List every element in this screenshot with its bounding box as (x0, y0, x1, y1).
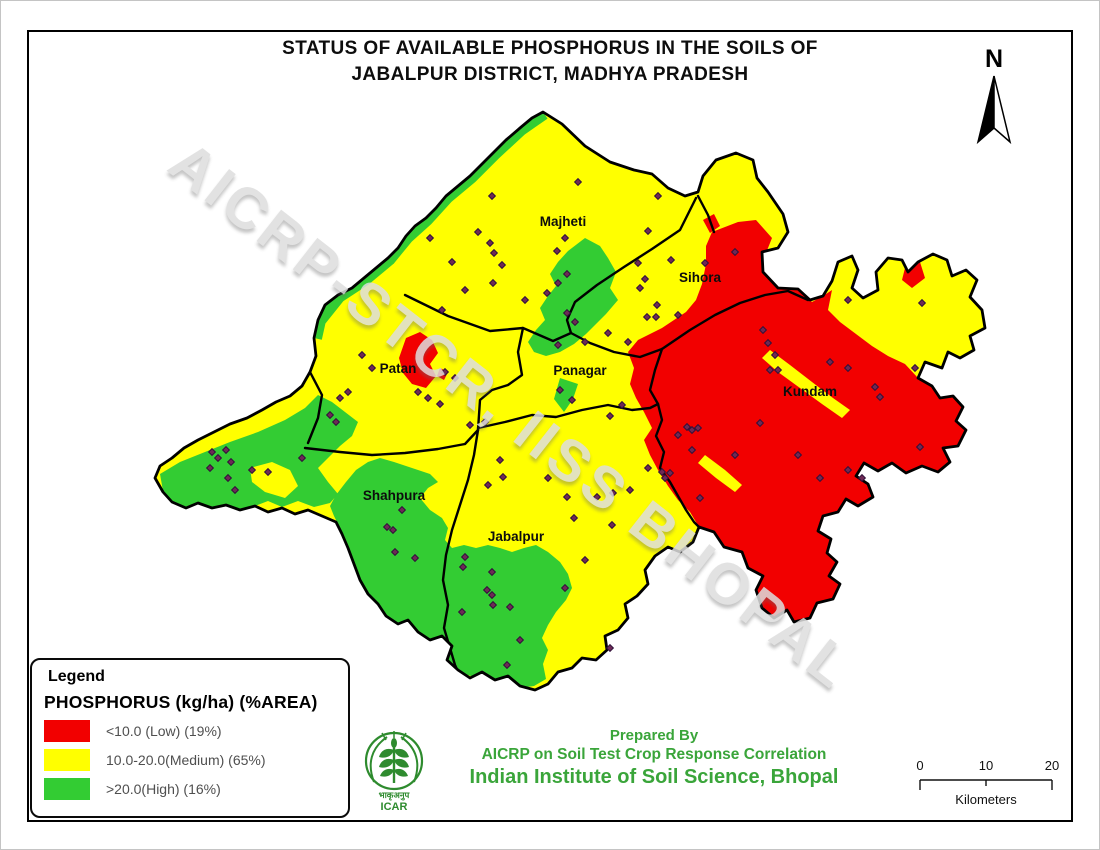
legend-subtitle: PHOSPHORUS (kg/ha) (%AREA) (44, 692, 318, 712)
credits-text: Prepared By AICRP on Soil Test Crop Resp… (428, 726, 880, 789)
credits: भाकृअनुप ICAR Prepared By AICRP on Soil … (362, 726, 880, 814)
legend-item-medium: 10.0-20.0(Medium) (65%) (44, 749, 336, 771)
icar-logo-icon: भाकृअनुप ICAR (364, 731, 424, 813)
legend-swatch-low (44, 720, 90, 742)
region-label-patan: Patan (380, 361, 417, 376)
title-line2: JABALPUR DISTRICT, MADHYA PRADESH (351, 64, 749, 85)
legend-item-high: >20.0(High) (16%) (44, 778, 336, 800)
region-label-panagar: Panagar (553, 363, 607, 378)
legend: Legend PHOSPHORUS (kg/ha) (%AREA) <10.0 … (30, 658, 350, 818)
legend-swatch-high (44, 778, 90, 800)
legend-swatch-medium (44, 749, 90, 771)
north-label: N (984, 45, 1004, 73)
region-label-jabalpur: Jabalpur (488, 529, 545, 544)
region-label-majheti: Majheti (540, 214, 587, 229)
region-label-sihora: Sihora (679, 270, 722, 285)
scale-bar: 0 10 20 Kilometers (900, 754, 1072, 815)
legend-label-medium: 10.0-20.0(Medium) (65%) (106, 752, 266, 768)
medium-inlier (250, 462, 298, 498)
scale-tick-0: 0 (916, 758, 923, 773)
icar-acronym-text: ICAR (381, 801, 408, 813)
scale-tick-20: 20 (1045, 758, 1059, 773)
scale-unit: Kilometers (955, 792, 1017, 807)
north-arrow-icon (976, 75, 1012, 145)
region-label-shahpura: Shahpura (363, 488, 426, 503)
page-title: STATUS OF AVAILABLE PHOSPHORUS IN THE SO… (0, 36, 1100, 88)
region-label-kundam: Kundam (783, 384, 837, 399)
sample-points (205, 177, 927, 670)
prepared-by: Prepared By (609, 727, 699, 744)
outer-frame (27, 30, 1073, 822)
title-line1: STATUS OF AVAILABLE PHOSPHORUS IN THE SO… (282, 38, 818, 59)
org-line1: AICRP on Soil Test Crop Response Correla… (481, 746, 827, 763)
medium-streaks (698, 350, 850, 492)
org-line2: Indian Institute of Soil Science, Bhopal (469, 766, 839, 788)
icar-hindi-text: भाकृअनुप (379, 790, 411, 801)
scale-tick-10: 10 (979, 758, 993, 773)
district-outline (153, 110, 987, 692)
legend-label-low: <10.0 (Low) (19%) (106, 723, 222, 739)
north-arrow: N (962, 46, 1026, 153)
legend-title: Legend (48, 668, 105, 685)
region-labels: Majheti Sihora Patan Panagar Kundam Shah… (363, 214, 837, 544)
legend-label-high: >20.0(High) (16%) (106, 781, 221, 797)
legend-item-low: <10.0 (Low) (19%) (44, 720, 336, 742)
